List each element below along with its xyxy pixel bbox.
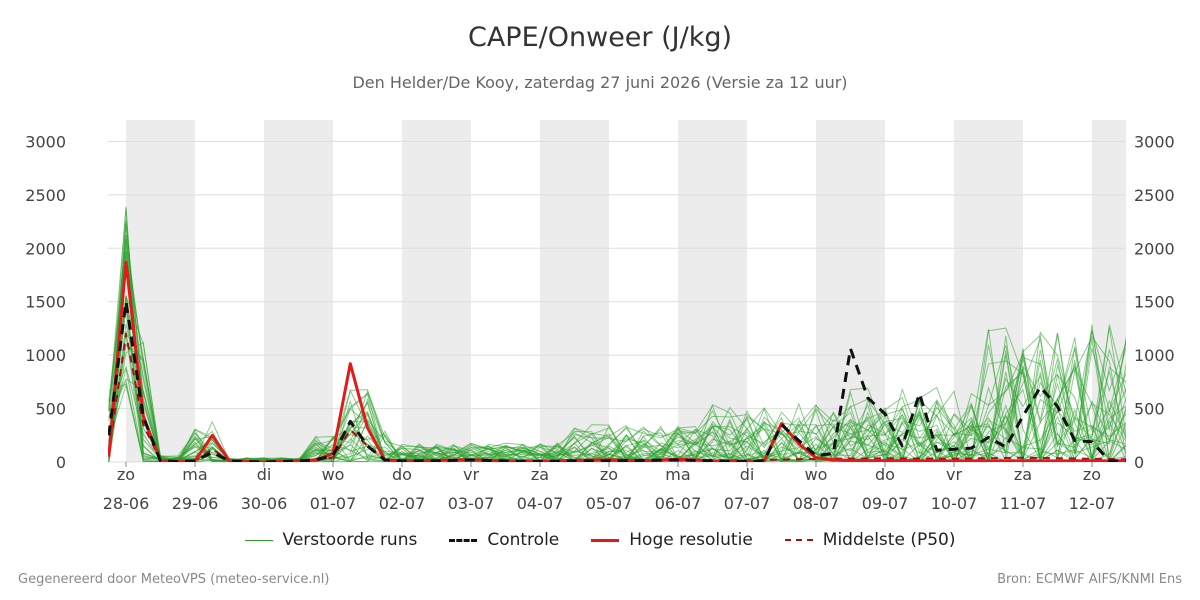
y-tick-label-right: 3000 [1134, 132, 1175, 151]
x-tick-label-day: do [875, 465, 895, 484]
legend-item-controle: Controle [449, 530, 559, 550]
x-tick-label-date: 06-07 [655, 494, 702, 513]
x-tick-label-day: vr [463, 465, 479, 484]
x-tick-label-date: 11-07 [1000, 494, 1047, 513]
x-tick-label-date: 07-07 [724, 494, 771, 513]
x-tick-label-day: wo [322, 465, 345, 484]
legend-label: Controle [487, 530, 560, 550]
y-tick-label-left: 2000 [25, 239, 66, 258]
x-tick-label-date: 09-07 [862, 494, 909, 513]
y-tick-label-right: 0 [1134, 453, 1144, 472]
x-tick-label-date: 05-07 [586, 494, 633, 513]
day-band [264, 120, 333, 462]
series-line-controle [108, 300, 1126, 462]
legend-item-p50: Middelste (P50) [784, 530, 956, 550]
day-band [402, 120, 471, 462]
legend-swatch-hoge-resolutie [591, 538, 620, 542]
y-tick-label-right: 1500 [1134, 293, 1175, 312]
x-tick-label-day: wo [805, 465, 828, 484]
y-tick-label-right: 1000 [1134, 346, 1175, 365]
y-tick-label-right: 500 [1134, 400, 1165, 419]
legend-swatch-ensemble [244, 539, 273, 541]
y-tick-label-left: 3000 [25, 132, 66, 151]
legend-label: Verstoorde runs [282, 530, 418, 550]
x-tick-label-day: zo [1083, 465, 1101, 484]
footer-source: Bron: ECMWF AIFS/KNMI Ens [997, 572, 1182, 587]
y-tick-label-left: 1500 [25, 293, 66, 312]
x-tick-label-day: di [740, 465, 755, 484]
x-tick-label-date: 28-06 [103, 494, 150, 513]
x-tick-label-date: 02-07 [379, 494, 426, 513]
plot-area [108, 206, 1126, 462]
x-tick-label-day: ma [182, 465, 207, 484]
x-tick-label-date: 01-07 [310, 494, 357, 513]
chart-title: CAPE/Onweer (J/kg) [467, 22, 732, 53]
x-tick-label-date: 30-06 [241, 494, 288, 513]
day-band [540, 120, 609, 462]
y-tick-label-right: 2000 [1134, 239, 1175, 258]
x-tick-label-day: zo [600, 465, 618, 484]
x-tick-label-day: za [531, 465, 549, 484]
x-tick-label-date: 08-07 [793, 494, 840, 513]
legend-label: Middelste (P50) [822, 530, 956, 550]
x-tick-label-date: 12-07 [1069, 494, 1116, 513]
y-tick-label-left: 2500 [25, 186, 66, 205]
x-tick-label-date: 29-06 [172, 494, 219, 513]
ensemble-line [108, 251, 1126, 462]
x-tick-label-day: vr [946, 465, 962, 484]
y-tick-label-right: 2500 [1134, 186, 1175, 205]
footer-credit: Gegenereerd door MeteoVPS (meteo-service… [18, 572, 330, 587]
x-tick-label-day: di [257, 465, 272, 484]
legend-swatch-p50 [784, 539, 813, 541]
x-tick-label-day: do [392, 465, 412, 484]
legend-item-hoge-resolutie: Hoge resolutie [591, 530, 753, 550]
chart-subtitle: Den Helder/De Kooy, zaterdag 27 juni 202… [352, 73, 848, 92]
legend-item-verstoorde-runs: Verstoorde runs [244, 530, 418, 550]
x-tick-label-day: zo [117, 465, 135, 484]
x-tick-label-date: 03-07 [448, 494, 495, 513]
x-tick-label-day: za [1014, 465, 1032, 484]
day-band [1092, 120, 1126, 462]
day-band [816, 120, 885, 462]
x-tick-label-date: 04-07 [517, 494, 564, 513]
y-tick-label-left: 0 [56, 453, 66, 472]
legend-swatch-controle [449, 538, 478, 542]
chart-legend: Verstoorde runs Controle Hoge resolutie … [0, 530, 1200, 550]
x-tick-label-day: ma [665, 465, 690, 484]
legend-label: Hoge resolutie [629, 530, 753, 550]
x-tick-label-date: 10-07 [931, 494, 978, 513]
y-tick-label-left: 1000 [25, 346, 66, 365]
y-tick-label-left: 500 [35, 400, 66, 419]
